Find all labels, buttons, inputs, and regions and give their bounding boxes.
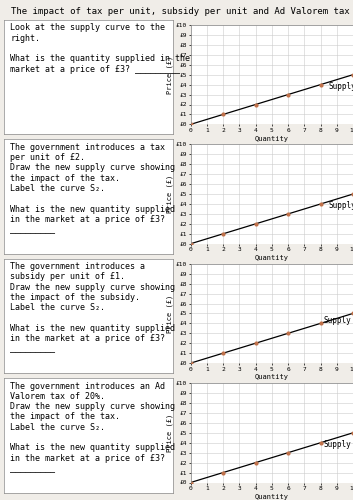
Bar — [191, 383, 353, 482]
Point — [220, 349, 226, 357]
Bar — [191, 25, 353, 124]
Text: The government introduces an Ad: The government introduces an Ad — [10, 382, 165, 390]
Text: _________: _________ — [10, 464, 55, 473]
Text: per unit of £2.: per unit of £2. — [10, 153, 85, 162]
Point — [188, 120, 193, 128]
Text: What is the quantity supplied in the: What is the quantity supplied in the — [10, 54, 190, 64]
X-axis label: Quantity: Quantity — [255, 255, 289, 261]
Point — [350, 429, 353, 437]
Text: Draw the new supply curve showing: Draw the new supply curve showing — [10, 283, 175, 292]
Point — [253, 220, 258, 228]
Text: Draw the new supply curve showing: Draw the new supply curve showing — [10, 164, 175, 172]
Y-axis label: Price (£): Price (£) — [167, 294, 173, 333]
Text: Label the curve S₂.: Label the curve S₂. — [10, 184, 105, 193]
Text: The impact of tax per unit, subsidy per unit and Ad Valorem tax: The impact of tax per unit, subsidy per … — [11, 8, 349, 16]
Point — [318, 80, 323, 88]
Text: the impact of the tax.: the impact of the tax. — [10, 412, 120, 422]
Point — [350, 190, 353, 198]
Y-axis label: Price (£): Price (£) — [167, 56, 173, 94]
Point — [285, 330, 291, 338]
X-axis label: Quantity: Quantity — [255, 494, 289, 500]
Text: Supply: Supply — [324, 316, 352, 325]
Point — [220, 110, 226, 118]
Point — [188, 359, 193, 367]
Point — [220, 468, 226, 476]
Text: right.: right. — [10, 34, 40, 42]
Text: The government introduces a tax: The government introduces a tax — [10, 143, 165, 152]
Text: Valorem tax of 20%.: Valorem tax of 20%. — [10, 392, 105, 401]
Bar — [191, 264, 353, 363]
Point — [318, 439, 323, 447]
Text: Label the curve S₂.: Label the curve S₂. — [10, 422, 105, 432]
Point — [318, 320, 323, 328]
Text: market at a price of £3? _________: market at a price of £3? _________ — [10, 64, 180, 74]
Point — [188, 478, 193, 486]
Point — [318, 200, 323, 208]
Bar — [191, 144, 353, 244]
Point — [188, 240, 193, 248]
Text: Label the curve S₂.: Label the curve S₂. — [10, 304, 105, 312]
Text: in the market at a price of £3?: in the market at a price of £3? — [10, 215, 165, 224]
Text: What is the new quantity supplied: What is the new quantity supplied — [10, 204, 175, 214]
Text: _________: _________ — [10, 344, 55, 354]
Point — [285, 448, 291, 456]
Point — [253, 339, 258, 347]
Text: Supply: Supply — [329, 202, 353, 210]
Text: _________: _________ — [10, 225, 55, 234]
Text: the impact of the subsidy.: the impact of the subsidy. — [10, 293, 140, 302]
X-axis label: Quantity: Quantity — [255, 136, 289, 141]
Text: Supply: Supply — [324, 440, 352, 449]
Point — [253, 100, 258, 108]
Text: subsidy per unit of £1.: subsidy per unit of £1. — [10, 272, 125, 281]
Text: in the market at a price of £3?: in the market at a price of £3? — [10, 334, 165, 343]
Point — [350, 70, 353, 78]
Point — [220, 230, 226, 238]
Text: What is the new quantity supplied: What is the new quantity supplied — [10, 444, 175, 452]
Y-axis label: Price (£): Price (£) — [167, 175, 173, 213]
Point — [253, 458, 258, 466]
Text: in the market at a price of £3?: in the market at a price of £3? — [10, 454, 165, 462]
Text: What is the new quantity supplied: What is the new quantity supplied — [10, 324, 175, 333]
Text: Look at the supply curve to the: Look at the supply curve to the — [10, 24, 165, 32]
Point — [350, 310, 353, 318]
Y-axis label: Price (£): Price (£) — [167, 414, 173, 452]
Point — [285, 210, 291, 218]
Point — [285, 90, 291, 98]
Text: Draw the new supply curve showing: Draw the new supply curve showing — [10, 402, 175, 411]
X-axis label: Quantity: Quantity — [255, 374, 289, 380]
Text: the impact of the tax.: the impact of the tax. — [10, 174, 120, 182]
Text: Supply: Supply — [329, 82, 353, 91]
Text: The government introduces a: The government introduces a — [10, 262, 145, 271]
